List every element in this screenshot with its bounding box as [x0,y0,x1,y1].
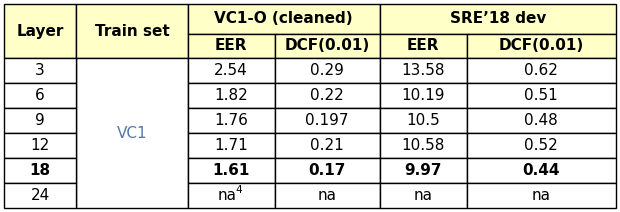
Bar [275,83,380,108]
Bar [4,4,76,58]
Text: 0.17: 0.17 [308,163,346,178]
Bar [188,33,275,58]
Text: VC1: VC1 [117,126,147,141]
Text: VC1-O (cleaned): VC1-O (cleaned) [215,11,353,26]
Bar [4,158,76,183]
Bar [4,58,76,83]
Text: 6: 6 [35,88,45,103]
Bar [380,108,467,133]
Text: 13.58: 13.58 [402,63,445,78]
Bar [4,108,76,133]
Bar [275,58,380,83]
Bar [188,183,275,208]
Text: EER: EER [215,38,247,53]
Bar [188,58,275,83]
Bar [275,133,380,158]
Text: 10.58: 10.58 [402,138,445,153]
Text: 0.44: 0.44 [523,163,560,178]
Text: 3: 3 [35,63,45,78]
Bar [467,158,616,183]
Bar [380,33,467,58]
Text: 1.82: 1.82 [214,88,248,103]
Text: EER: EER [407,38,440,53]
Bar [467,133,616,158]
Text: 1.76: 1.76 [214,113,248,128]
Bar [188,108,275,133]
Bar [380,4,616,33]
Text: 12: 12 [30,138,50,153]
Bar [188,83,275,108]
Text: 2.54: 2.54 [214,63,248,78]
Bar [380,133,467,158]
Text: 0.48: 0.48 [525,113,558,128]
Text: 1.71: 1.71 [214,138,248,153]
Bar [380,158,467,183]
Text: na: na [218,188,237,203]
Bar [275,158,380,183]
Text: 0.62: 0.62 [525,63,558,78]
Text: 0.197: 0.197 [306,113,349,128]
Text: 10.5: 10.5 [406,113,440,128]
Bar [467,183,616,208]
Bar [467,83,616,108]
Bar [467,58,616,83]
Bar [4,133,76,158]
Text: 1.61: 1.61 [213,163,250,178]
Bar [76,58,188,208]
Text: na: na [414,188,433,203]
Text: 10.19: 10.19 [402,88,445,103]
Text: Layer: Layer [16,24,64,39]
Text: DCF(0.01): DCF(0.01) [285,38,370,53]
Text: DCF(0.01): DCF(0.01) [498,38,584,53]
Text: 0.22: 0.22 [310,88,344,103]
Text: na: na [317,188,337,203]
Bar [275,33,380,58]
Bar [380,183,467,208]
Bar [275,108,380,133]
Text: 18: 18 [30,163,51,178]
Text: 0.52: 0.52 [525,138,558,153]
Text: 24: 24 [30,188,50,203]
Text: na: na [532,188,551,203]
Bar [4,183,76,208]
Bar [467,33,616,58]
Text: 0.29: 0.29 [310,63,344,78]
Bar [188,158,275,183]
Text: 0.21: 0.21 [310,138,344,153]
Text: Train set: Train set [94,24,169,39]
Text: SRE’18 dev: SRE’18 dev [450,11,546,26]
Bar [380,58,467,83]
Text: 9.97: 9.97 [404,163,442,178]
Bar [467,108,616,133]
Text: 4: 4 [236,185,242,195]
Text: 9: 9 [35,113,45,128]
Bar [188,4,380,33]
Bar [4,83,76,108]
Bar [275,183,380,208]
Text: 0.51: 0.51 [525,88,558,103]
Bar [76,4,188,58]
Bar [380,83,467,108]
Bar [188,133,275,158]
